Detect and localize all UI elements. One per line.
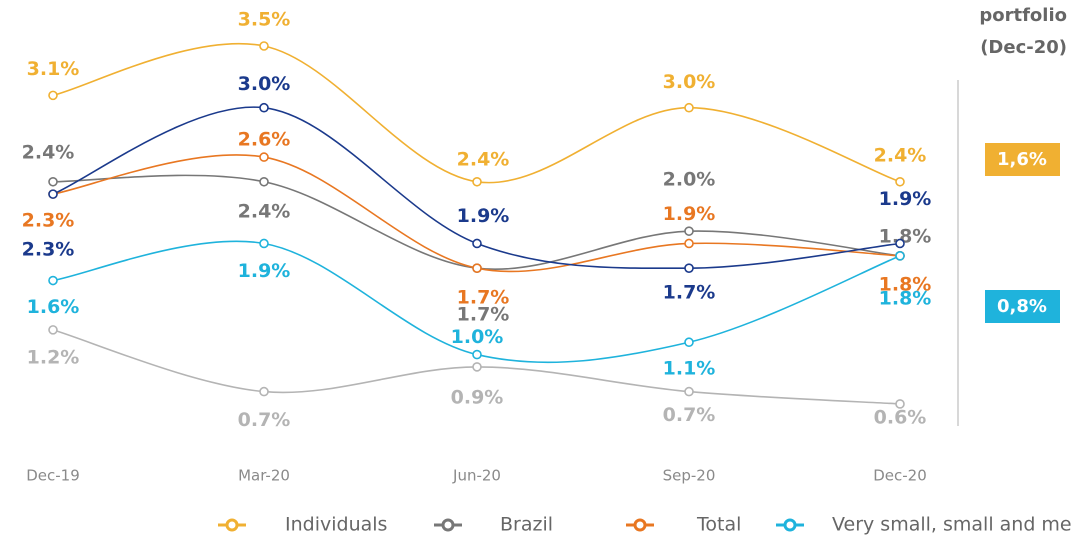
data-label: 0.6% <box>874 406 927 428</box>
data-point <box>895 176 905 187</box>
data-label: 1.9% <box>238 260 291 282</box>
data-label: 0.7% <box>238 409 291 431</box>
data-label: 1.9% <box>457 205 510 227</box>
legend-label: Very small, small and medium <box>832 514 1071 536</box>
data-point <box>895 251 905 261</box>
x-tick-label: Dec-20 <box>873 467 927 485</box>
side-box <box>985 290 1060 323</box>
data-label: 0.9% <box>451 386 504 408</box>
data-point <box>472 176 482 187</box>
legend-swatch <box>441 518 455 532</box>
x-tick-label: Jun-20 <box>452 467 501 485</box>
side-box-label: 1,6% <box>997 149 1047 170</box>
data-point <box>684 386 694 397</box>
data-point <box>259 238 269 249</box>
legend-label: Brazil <box>500 514 553 536</box>
data-label: 2.0% <box>663 169 716 191</box>
legend-swatch <box>225 518 239 532</box>
data-point <box>259 386 269 397</box>
x-tick-label: Sep-20 <box>663 467 716 485</box>
data-point <box>684 263 694 273</box>
data-point <box>48 325 58 335</box>
side-title: (Dec-20) <box>980 37 1067 58</box>
data-point <box>684 238 694 249</box>
data-label: 2.3% <box>22 210 75 232</box>
data-point <box>895 238 905 249</box>
data-label: 1.7% <box>663 282 716 304</box>
data-label: 1.9% <box>879 188 932 210</box>
data-label: 1.9% <box>663 203 716 225</box>
legend-label: Total <box>696 514 741 536</box>
data-point <box>48 189 58 199</box>
data-point <box>48 176 58 187</box>
data-label: 1.8% <box>879 287 932 309</box>
data-point <box>472 349 482 360</box>
data-point <box>48 90 58 101</box>
data-label: 3.5% <box>238 9 291 31</box>
data-point <box>259 102 269 113</box>
data-label: 3.0% <box>238 73 291 95</box>
data-label: 1.6% <box>27 296 80 318</box>
data-label: 1.7% <box>457 287 510 309</box>
data-point <box>895 399 905 409</box>
data-label: 2.6% <box>238 129 291 151</box>
data-point <box>684 226 694 236</box>
data-point <box>259 176 269 187</box>
side-box-label: 0,8% <box>997 296 1047 317</box>
side-box <box>985 143 1060 176</box>
data-label: 1.8% <box>879 225 932 247</box>
data-label: 2.3% <box>22 239 75 261</box>
data-label: 1.7% <box>457 304 510 326</box>
x-tick-label: Dec-19 <box>26 467 80 485</box>
side-title: portfolio <box>979 5 1067 26</box>
data-point <box>472 238 482 249</box>
data-point <box>48 275 58 286</box>
data-label: 2.4% <box>457 148 510 170</box>
data-label: 2.4% <box>238 200 291 222</box>
data-label: 2.4% <box>22 141 75 163</box>
data-label: 1.2% <box>27 346 80 368</box>
series-line <box>52 106 901 270</box>
data-label: 2.4% <box>874 144 927 166</box>
legend-swatch <box>633 518 647 532</box>
data-point <box>684 337 694 348</box>
data-label: 3.0% <box>663 71 716 93</box>
data-point <box>684 102 694 113</box>
legend-label: Individuals <box>285 514 387 536</box>
data-label: 1.0% <box>451 326 504 348</box>
data-label: 1.8% <box>879 273 932 295</box>
data-point <box>259 41 269 51</box>
data-point <box>472 263 482 273</box>
data-label: 3.1% <box>27 58 80 80</box>
legend-swatch <box>783 518 797 532</box>
data-point <box>472 362 482 372</box>
data-point <box>259 152 269 162</box>
x-tick-label: Mar-20 <box>238 467 290 485</box>
data-label: 0.7% <box>663 404 716 426</box>
data-label: 1.1% <box>663 358 716 380</box>
